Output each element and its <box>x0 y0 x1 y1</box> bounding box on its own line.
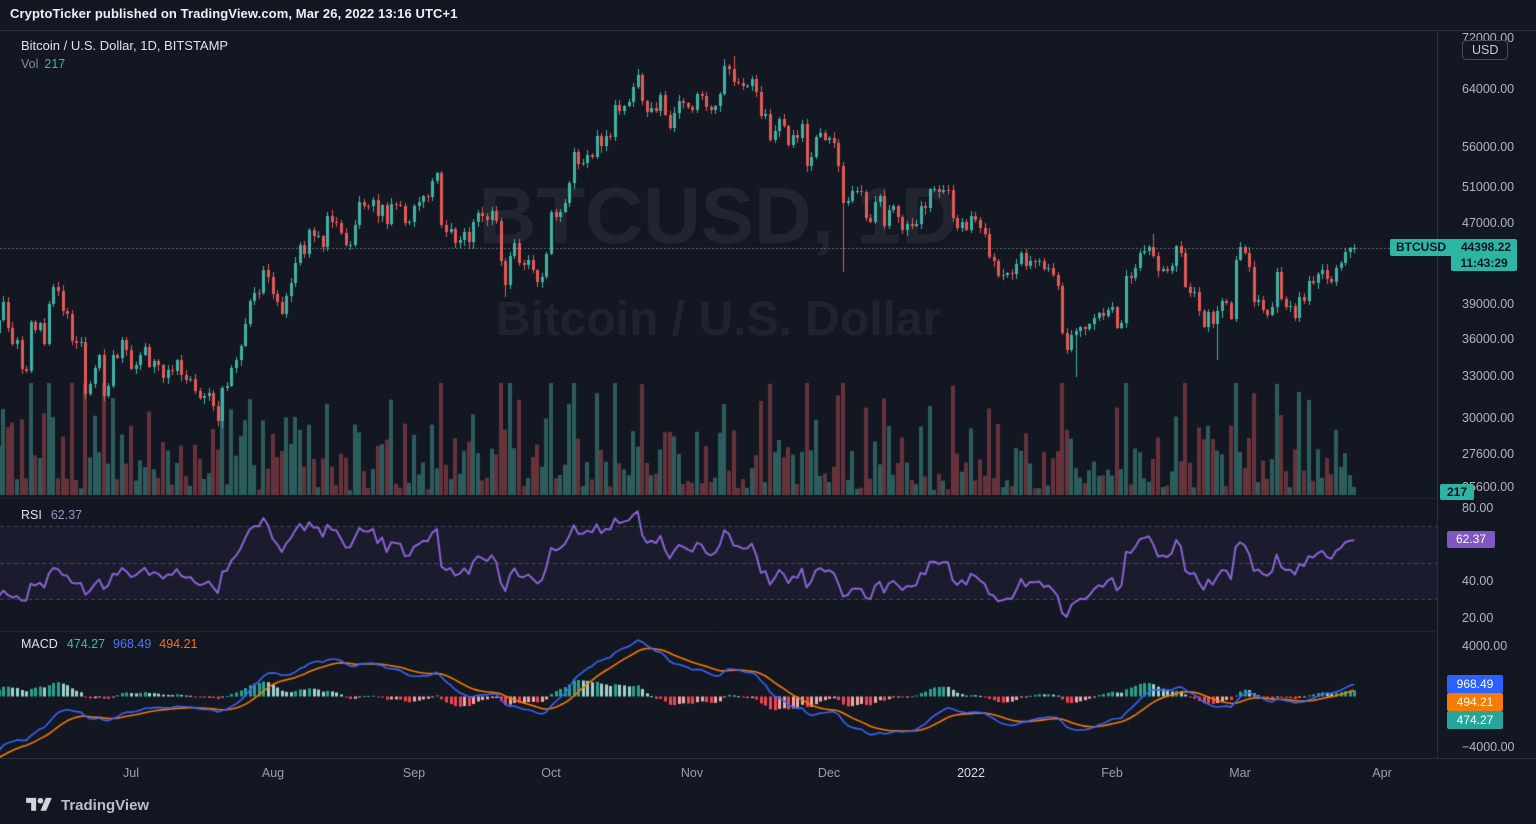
last-price-badge: BTCUSD 44398.22 11:43:29 <box>1390 239 1517 271</box>
main-legend[interactable]: Bitcoin / U.S. Dollar, 1D, BITSTAMP Vol 2… <box>21 38 228 71</box>
time-axis-label: Oct <box>541 766 561 780</box>
macd-label: MACD <box>21 637 58 651</box>
volume-value: 217 <box>44 57 66 71</box>
axis-tick-label: 36000.00 <box>1462 332 1515 346</box>
volume-legend: Vol 217 <box>21 57 228 71</box>
rsi-axis-badge: 62.37 <box>1447 531 1496 548</box>
axis-tick-label: 80.00 <box>1462 501 1494 515</box>
bar-countdown: 11:43:29 <box>1451 256 1517 271</box>
time-axis-label: 2022 <box>957 766 985 780</box>
axis-tick-label: 27600.00 <box>1462 447 1515 461</box>
axis-tick-label: 56000.00 <box>1462 140 1515 154</box>
time-axis-label: Dec <box>817 766 841 780</box>
axis-tick-label: 40.00 <box>1462 574 1494 588</box>
volume-label: Vol <box>21 57 39 71</box>
rsi-legend[interactable]: RSI 62.37 <box>21 508 82 522</box>
price-chart-canvas[interactable] <box>0 31 1437 758</box>
axis-tick-label: 20.00 <box>1462 611 1494 625</box>
macd-hist-value: 474.27 <box>66 637 106 651</box>
rsi-label: RSI <box>21 508 42 522</box>
axis-tick-label: 39000.00 <box>1462 297 1515 311</box>
macd-line-value: 968.49 <box>113 637 152 651</box>
macd-signal-axis-badge: 494.21 <box>1447 693 1503 711</box>
footer-bar: TradingView <box>0 786 1536 824</box>
volume-axis-badge: 217 <box>1440 484 1475 500</box>
axis-tick-label: 64000.00 <box>1462 82 1515 96</box>
macd-hist-axis-badge: 474.27 <box>1447 711 1503 729</box>
price-axis-scale[interactable] <box>1437 31 1536 758</box>
chart-widget: BTCUSD, 1D Bitcoin / U.S. Dollar Bitcoin… <box>0 30 1536 786</box>
badge-price: 44398.22 <box>1460 240 1511 254</box>
currency-toggle-button[interactable]: USD <box>1462 40 1509 60</box>
macd-signal-value: 494.21 <box>159 637 198 651</box>
macd-legend[interactable]: MACD 474.27 968.49 494.21 <box>21 637 198 651</box>
tradingview-brand[interactable]: TradingView <box>61 796 150 814</box>
time-axis-label: Apr <box>1372 766 1392 780</box>
time-axis-label: Nov <box>680 766 704 780</box>
last-price-row: BTCUSD 44398.22 <box>1390 239 1517 256</box>
badge-symbol: BTCUSD <box>1396 240 1446 254</box>
axis-tick-label: −4000.00 <box>1462 740 1515 754</box>
symbol-description[interactable]: Bitcoin / U.S. Dollar, 1D, BITSTAMP <box>21 38 229 53</box>
axis-tick-label: 30000.00 <box>1462 411 1515 425</box>
macd-line-axis-badge: 968.49 <box>1447 675 1503 693</box>
axis-tick-label: 25600.00 <box>1462 480 1515 494</box>
axis-tick-label: 51000.00 <box>1462 180 1515 194</box>
tradingview-logo[interactable] <box>26 795 52 815</box>
attribution-text: CryptoTicker published on TradingView.co… <box>10 6 458 21</box>
time-axis-label: Aug <box>261 766 285 780</box>
time-axis-label: Sep <box>402 766 426 780</box>
time-axis-label: Jul <box>123 766 139 780</box>
axis-tick-label: 47000.00 <box>1462 216 1515 230</box>
time-axis-label: Mar <box>1229 766 1251 780</box>
time-axis[interactable]: Jul Aug Sep Oct Nov Dec 2022 Feb Mar Apr <box>0 758 1536 788</box>
time-axis-label: Feb <box>1101 766 1123 780</box>
axis-tick-label: 4000.00 <box>1462 639 1508 653</box>
rsi-value: 62.37 <box>50 508 83 522</box>
axis-tick-label: 33000.00 <box>1462 369 1515 383</box>
